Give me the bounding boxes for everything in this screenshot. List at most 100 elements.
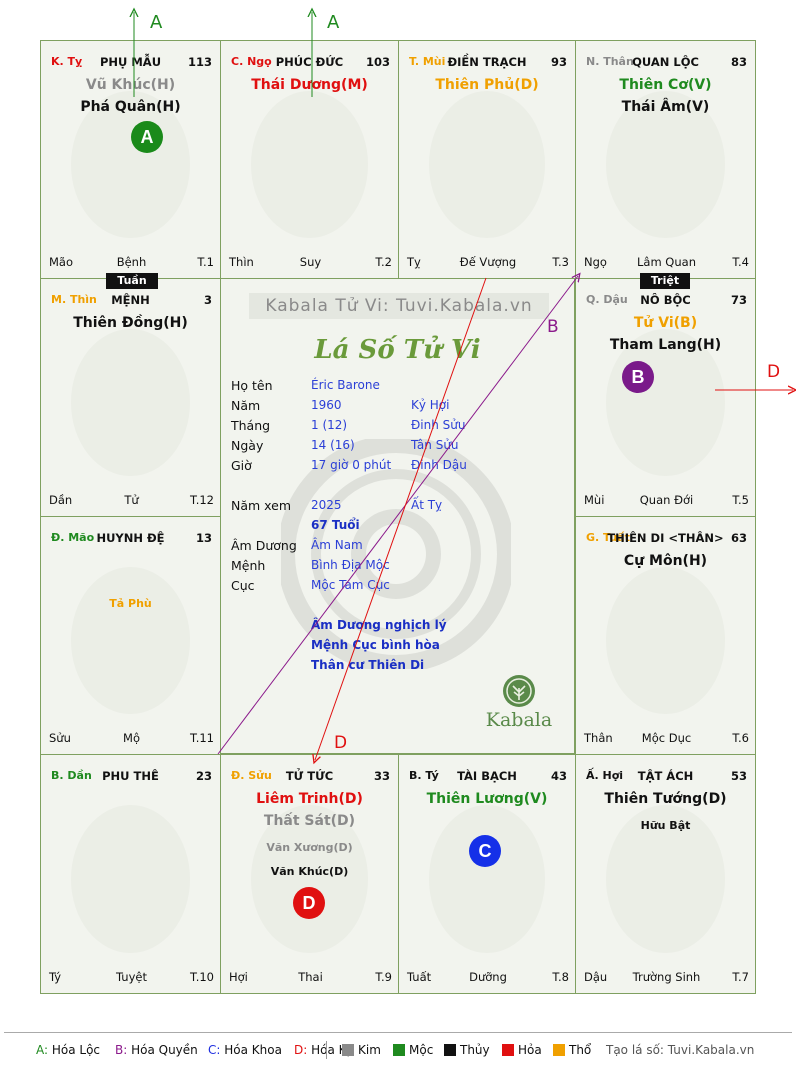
minor-star: Tả Phù [109, 597, 152, 610]
palace-number: 113 [187, 55, 212, 69]
element-swatch [444, 1044, 456, 1056]
footer-center: Mộc Dục [641, 731, 692, 745]
footer-center: Lâm Quan [637, 255, 696, 269]
footer-center: Đế Vượng [459, 255, 517, 269]
element-item: Kim [342, 1043, 381, 1057]
palace-cell[interactable]: Đ. Sửu TỬ TỨC 33 Liêm Trinh(D) Thất Sát(D) Vă… [220, 754, 399, 994]
main-star: Thiên Đồng(H) [73, 315, 188, 331]
legend-text: Hóa Kị [311, 1043, 350, 1057]
main-star: Thiên Tướng(D) [604, 791, 727, 807]
footer-center: Dưỡng [469, 970, 507, 984]
info-label: Cục [231, 578, 255, 593]
monkey-icon [606, 91, 725, 238]
main-star: Vũ Khúc(H) [85, 77, 176, 93]
kabala-logo-icon [503, 675, 535, 707]
site-watermark: Kabala Tử Vi: Tuvi.Kabala.vn [249, 293, 549, 319]
arrow-label-a1: A [150, 12, 163, 33]
palace-footer: Sửu Mộ T.11 [49, 731, 214, 746]
footer-right: T.4 [732, 255, 749, 269]
palace-cell[interactable]: Đ. Mão HUYNH ĐỆ 13 Tả Phù Sửu Mộ T.11 [40, 516, 221, 755]
palace-name: THIÊN DI <THÂN> [607, 531, 724, 545]
footer-center: Bệnh [116, 255, 147, 269]
palace-number: 103 [365, 55, 390, 69]
main-star: Thiên Lương(V) [426, 791, 548, 807]
legend-item: D: Hóa Kị [294, 1043, 350, 1057]
arrow-label-a2: A [327, 12, 340, 33]
footer-right: T.8 [552, 970, 569, 984]
arrow-d-diag [315, 277, 487, 760]
cat-icon [71, 567, 190, 714]
footer-right: T.1 [197, 255, 214, 269]
footer-right: T.5 [732, 493, 749, 507]
minor-star: Văn Khúc(D) [270, 865, 349, 878]
element-text: Thủy [460, 1043, 490, 1057]
dragon-icon [71, 329, 190, 476]
triet-tag: Triệt [640, 273, 690, 289]
kabala-brand: Kabala [485, 709, 553, 731]
info-value: Âm Nam [311, 538, 363, 552]
footer-left: Tý [49, 970, 62, 984]
footer-left: Thân [584, 731, 613, 745]
element-item: Thổ [553, 1043, 591, 1057]
info-value-2: Đinh Sửu [411, 418, 466, 432]
palace-header: K. Tỵ PHỤ MẪU 113 [49, 55, 212, 71]
element-text: Mộc [409, 1043, 434, 1057]
footer-center: Thai [298, 970, 323, 984]
legend-letter: B: [115, 1043, 132, 1057]
palace-name: ĐIỀN TRẠCH [447, 55, 527, 69]
info-value-2: Đinh Dậu [411, 458, 467, 472]
palace-header: B. Tý TÀI BẠCH 43 [407, 769, 567, 785]
palace-name: PHÚC ĐỨC [275, 55, 344, 69]
site-credit[interactable]: Tạo lá số: Tuvi.Kabala.vn [606, 1043, 755, 1057]
palace-branch: Ấ. Hợi [586, 769, 624, 782]
palace-footer: Hợi Thai T.9 [229, 970, 392, 985]
palace-branch: C. Ngọ [231, 55, 272, 68]
palace-cell[interactable]: Ấ. Hợi TẬT ÁCH 53 Thiên Tướng(D) Hữu Bật Dậu T… [575, 754, 756, 994]
palace-number: 33 [373, 769, 390, 783]
palace-cell[interactable]: C. Ngọ PHÚC ĐỨC 103 Thái Dương(M) Thìn Suy T.2 [220, 40, 399, 279]
palace-header: G. Tuất THIÊN DI <THÂN> 63 [584, 531, 747, 547]
palace-cell[interactable]: Q. Dậu NÔ BỘC 73 Tử Vi(B) Tham Lang(H) B Mùi Qu… [575, 278, 756, 517]
palace-cell[interactable]: M. Thìn MỆNH 3 Thiên Đồng(H) Dần Tử T.12 [40, 278, 221, 517]
info-value: Mộc Tam Cục [311, 578, 390, 592]
footer-right: T.7 [732, 970, 749, 984]
pig-icon [606, 805, 725, 953]
main-star: Cự Môn(H) [623, 553, 708, 569]
main-star: Liêm Trinh(D) [256, 791, 363, 807]
footer-left: Dậu [584, 970, 608, 984]
palace-cell[interactable]: K. Tỵ PHỤ MẪU 113 Vũ Khúc(H) Phá Quân(H) A Mão… [40, 40, 221, 279]
info-value: Bình Địa Mộc [311, 558, 390, 572]
palace-number: 63 [730, 531, 747, 545]
legend-letter: C: [208, 1043, 225, 1057]
bagua-watermark-icon [281, 439, 511, 669]
palace-footer: Thân Mộc Dục T.6 [584, 731, 749, 746]
legend-letter: D: [294, 1043, 312, 1057]
palace-cell[interactable]: T. Mùi ĐIỀN TRẠCH 93 Thiên Phủ(D) Tỵ Đế Vượng… [398, 40, 576, 279]
main-star: Thiên Phủ(D) [435, 77, 539, 93]
legend-item: A: Hóa Lộc [36, 1043, 100, 1057]
footer-center: Trường Sinh [632, 970, 701, 984]
info-label: Năm [231, 398, 261, 413]
footer-left: Hợi [229, 970, 248, 984]
footer-left: Sửu [49, 731, 71, 745]
palace-footer: Tý Tuyệt T.10 [49, 970, 214, 985]
palace-number: 53 [730, 769, 747, 783]
palace-name: TÀI BẠCH [457, 769, 517, 783]
palace-header: C. Ngọ PHÚC ĐỨC 103 [229, 55, 390, 71]
minor-star: Văn Xương(D) [266, 841, 353, 854]
info-value: 17 giờ 0 phút [311, 458, 392, 472]
legend-separator [326, 1041, 327, 1059]
minor-star: Hữu Bật [640, 819, 691, 832]
arrow-label-d: D [334, 733, 348, 753]
palace-cell[interactable]: B. Dần PHU THÊ 23 Tý Tuyệt T.10 [40, 754, 221, 994]
element-item: Thủy [444, 1043, 490, 1057]
footer-right: T.2 [375, 255, 392, 269]
palace-header: Đ. Mão HUYNH ĐỆ 13 [49, 531, 212, 547]
palace-name: HUYNH ĐỆ [96, 531, 165, 545]
palace-cell[interactable]: G. Tuất THIÊN DI <THÂN> 63 Cự Môn(H) Thân Mộc… [575, 516, 756, 755]
info-value-2: Ất Tỵ [411, 498, 443, 512]
palace-number: 13 [195, 531, 212, 545]
palace-cell[interactable]: B. Tý TÀI BẠCH 43 Thiên Lương(V) C Tuất Dưỡng T… [398, 754, 576, 994]
palace-header: N. Thân QUAN LỘC 83 [584, 55, 747, 71]
palace-cell[interactable]: N. Thân QUAN LỘC 83 Thiên Cơ(V) Thái Âm(V) Ng… [575, 40, 756, 279]
